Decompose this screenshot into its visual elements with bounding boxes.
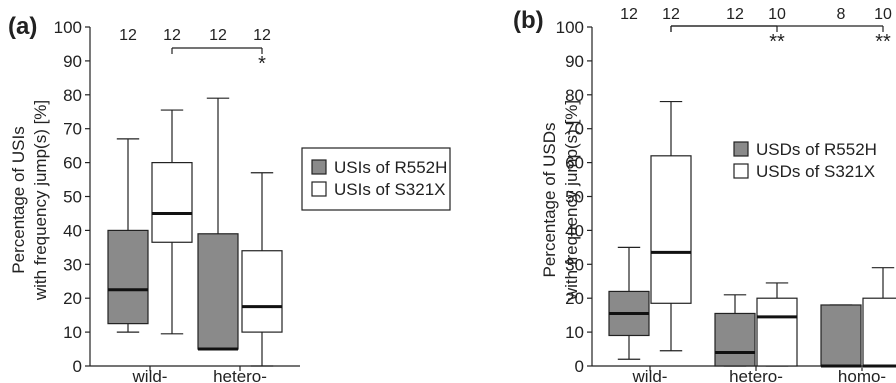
panel-b-y-tick-label: 40 (565, 221, 584, 240)
panel-b-y-tick-label: 50 (565, 188, 584, 207)
panel-a-box (241, 250, 283, 333)
panel-a-x-label-line2: zygous (213, 381, 267, 383)
panel-a-y-tick-label: 50 (63, 188, 82, 207)
panel-a-y-tick-label: 0 (73, 357, 82, 376)
panel-b-y-tick-label: 60 (565, 154, 584, 173)
panel-a-label: (a) (8, 13, 37, 40)
panel-b-sig-label: ** (875, 31, 891, 53)
panel-a-legend-entry: USIs of S321X (334, 180, 446, 199)
panel-b-sig-label: ** (769, 31, 785, 53)
panel-b-x-label-line1: wild- (632, 367, 668, 383)
panel-b-y-tick-label: 30 (565, 255, 584, 274)
panel-b-y-tick-label: 70 (565, 120, 584, 139)
panel-b-box (820, 304, 862, 367)
panel-a-legend-swatch (311, 159, 327, 175)
panel-a-y-tick-label: 70 (63, 120, 82, 139)
panel-a-legend-swatch (311, 181, 327, 197)
panel-b-x-label-line1: hetero- (729, 367, 783, 383)
panel-b-legend-swatch (733, 163, 749, 179)
panel-a-y-tick-label: 60 (63, 154, 82, 173)
panel-a-x-label-line1: hetero- (213, 367, 267, 383)
panel-b-y-tick-label: 100 (556, 18, 584, 37)
panel-b-n-label: 12 (662, 6, 680, 23)
panel-b-y-tick-label: 10 (565, 323, 584, 342)
panel-b-legend-entry: USDs of S321X (756, 162, 875, 181)
panel-a-y-tick-label: 30 (63, 255, 82, 274)
panel-b-y-tick-label: 90 (565, 52, 584, 71)
panel-b-x-label-line2: type (634, 381, 666, 383)
panel-b-y-tick-label: 80 (565, 86, 584, 105)
panel-a-y-tick-label: 90 (63, 52, 82, 71)
panel-b-legend-swatch (733, 141, 749, 157)
panel-a-n-label: 12 (119, 27, 137, 44)
panel-a-y-tick-label: 20 (63, 289, 82, 308)
panel-a-n-label: 12 (253, 27, 271, 44)
panel-b-n-label: 10 (874, 6, 892, 23)
panel-b-x-label-line2: zygous (835, 381, 889, 383)
panel-b-box (862, 297, 896, 367)
panel-a-n-label: 12 (163, 27, 181, 44)
panel-a-box (151, 162, 193, 243)
panel-a-y-label-line1: Percentage of USIs (9, 126, 28, 273)
panel-b-box (756, 297, 798, 367)
panel-a-sig-label: * (258, 53, 266, 75)
panel-b-x-label-line2: zygous (729, 381, 783, 383)
panel-a-x-label-line2: type (134, 381, 166, 383)
panel-b-y-label-line2: with frequency jump(s) [%] (562, 100, 581, 301)
panel-a-y-tick-label: 10 (63, 323, 82, 342)
panel-b-label: (b) (513, 7, 544, 34)
panel-a-y-tick-label: 80 (63, 86, 82, 105)
panel-b-y-tick-label: 0 (575, 357, 584, 376)
panel-a-box (107, 229, 149, 325)
panel-a-legend-entry: USIs of R552H (334, 158, 447, 177)
panel-b-box (714, 312, 756, 367)
panel-b-n-label: 8 (837, 6, 846, 23)
panel-a-legend-frame (301, 147, 451, 211)
panel-b-y-tick-label: 20 (565, 289, 584, 308)
panel-a-n-label: 12 (209, 27, 227, 44)
panel-b-x-label-line1: homo- (838, 367, 886, 383)
panel-a-x-label-line1: wild- (132, 367, 168, 383)
panel-b-box (650, 155, 692, 304)
panel-b-n-label: 12 (726, 6, 744, 23)
panel-b-n-label: 10 (768, 6, 786, 23)
panel-b-n-label: 12 (620, 6, 638, 23)
panel-a-y-label-line2: with frequency jump(s) [%] (31, 100, 50, 301)
panel-b-y-label-line1: Percentage of USDs (540, 123, 559, 278)
panel-a-y-tick-label: 100 (54, 18, 82, 37)
panel-a-y-tick-label: 40 (63, 221, 82, 240)
panel-a-box (197, 233, 239, 350)
panel-b-legend-entry: USDs of R552H (756, 140, 877, 159)
